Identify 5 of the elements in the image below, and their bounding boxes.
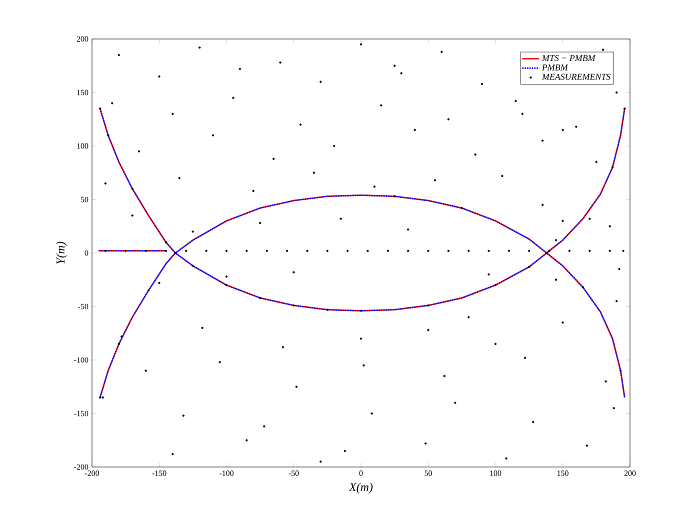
legend-label: MEASUREMENTS	[542, 74, 611, 80]
legend-label: MTS − PMBM	[542, 55, 596, 62]
y-axis-title: Y(m)	[56, 242, 68, 264]
x-axis-title: X(m)	[348, 482, 373, 494]
legend-label: PMBM	[542, 64, 568, 70]
